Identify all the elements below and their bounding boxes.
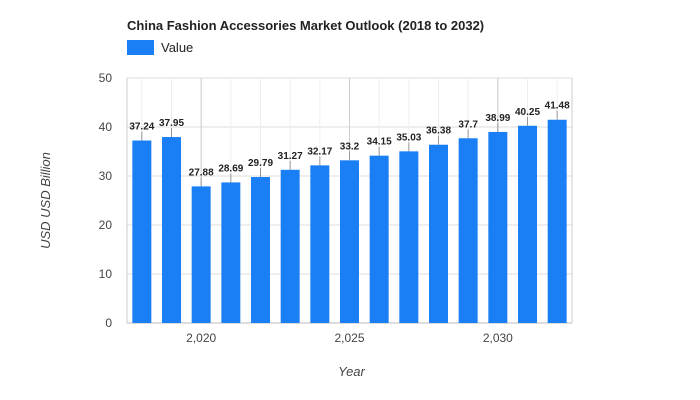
legend-label-value: Value (161, 40, 194, 55)
y-axis-title: USD USD Billion (38, 152, 53, 249)
data-label: 41.48 (545, 101, 570, 112)
data-label: 40.25 (515, 107, 540, 118)
bar (340, 160, 359, 323)
bar (547, 119, 567, 323)
y-tick-label: 10 (99, 267, 113, 281)
legend-swatch (127, 40, 154, 55)
data-label: 37.95 (159, 118, 184, 129)
data-label: 34.15 (367, 137, 392, 148)
y-tick-label: 30 (99, 169, 113, 183)
data-label: 27.88 (189, 167, 214, 178)
bar (251, 177, 270, 323)
bar (429, 144, 448, 323)
y-tick-label: 0 (105, 316, 112, 330)
x-tick-label: 2,025 (334, 331, 364, 345)
bar (132, 140, 152, 323)
data-label: 36.38 (426, 126, 451, 137)
data-label: 32.17 (307, 146, 332, 157)
data-label: 37.7 (458, 119, 478, 130)
bar (518, 125, 537, 324)
bar (221, 182, 241, 323)
bar (280, 169, 300, 323)
data-label: 28.69 (218, 163, 243, 174)
x-tick-label: 2,020 (186, 331, 216, 345)
x-axis-title: Year (338, 364, 365, 379)
x-tick-label: 2,030 (483, 331, 513, 345)
y-tick-label: 50 (99, 71, 113, 85)
bar (310, 165, 330, 323)
bar (369, 155, 389, 323)
bar (458, 138, 478, 323)
chart-title: China Fashion Accessories Market Outlook… (127, 18, 485, 33)
bar (399, 151, 419, 323)
y-tick-label: 40 (99, 120, 113, 134)
data-label: 33.2 (340, 141, 360, 152)
bar (191, 186, 211, 323)
data-label: 35.03 (396, 132, 421, 143)
data-label: 38.99 (485, 113, 510, 124)
legend: Value (127, 40, 193, 55)
data-label: 31.27 (278, 151, 303, 162)
bar (488, 131, 508, 323)
data-label: 29.79 (248, 158, 273, 169)
y-tick-label: 20 (99, 218, 113, 232)
data-label: 37.24 (129, 122, 154, 133)
bar (162, 137, 181, 323)
